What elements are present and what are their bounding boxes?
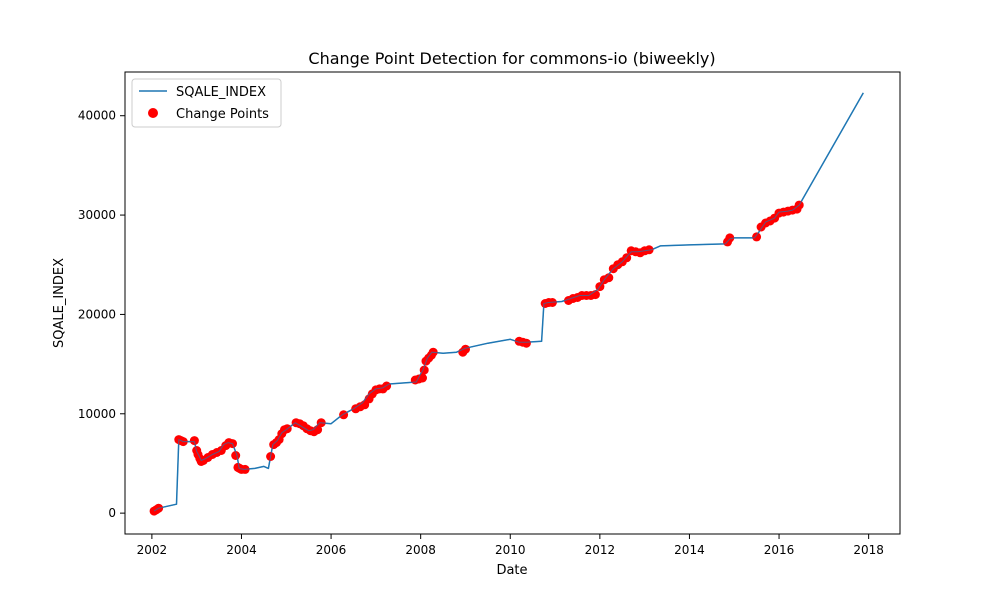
change-point-marker — [725, 233, 735, 243]
x-tick-label: 2008 — [405, 543, 436, 557]
change-point-marker — [461, 344, 470, 354]
y-tick-label: 30000 — [78, 208, 116, 222]
change-point-marker — [752, 232, 762, 242]
change-point-marker — [521, 338, 531, 348]
x-tick-label: 2018 — [853, 543, 884, 557]
change-point-marker — [339, 410, 349, 420]
data-layer — [149, 92, 864, 516]
x-axis-label: Date — [496, 563, 527, 578]
change-point-marker — [418, 373, 427, 383]
sqale-index-line-overlay — [153, 92, 864, 512]
legend-label-change-points: Change Points — [176, 107, 269, 122]
x-tick-label: 2004 — [226, 543, 257, 557]
y-tick-label: 40000 — [78, 109, 116, 123]
legend: SQALE_INDEX Change Points — [131, 78, 282, 128]
y-tick-label: 0 — [108, 506, 116, 520]
chart-title: Change Point Detection for commons-io (b… — [308, 49, 715, 68]
x-tick-label: 2010 — [495, 543, 526, 557]
y-tick-label: 10000 — [78, 407, 116, 421]
y-axis-label: SQALE_INDEX — [52, 258, 67, 348]
x-tick-label: 2016 — [764, 543, 795, 557]
x-tick-label: 2002 — [137, 543, 168, 557]
x-tick-label: 2006 — [316, 543, 347, 557]
plot-frame — [124, 71, 901, 535]
change-point-marker — [604, 273, 614, 283]
change-point-marker — [189, 436, 199, 446]
x-tick-label: 2012 — [585, 543, 616, 557]
y-tick-label: 20000 — [78, 307, 116, 321]
legend-point-swatch — [148, 108, 158, 118]
x-axis: 2002 2004 2006 2008 2010 2012 2014 2016 2018 — [137, 534, 884, 557]
change-point-marker — [231, 451, 241, 460]
sqale-index-line — [153, 92, 864, 512]
legend-label-sqale-index: SQALE_INDEX — [176, 85, 266, 100]
legend-box — [131, 78, 282, 128]
y-axis: 0 10000 20000 30000 40000 — [78, 109, 125, 520]
x-tick-label: 2014 — [674, 543, 705, 557]
